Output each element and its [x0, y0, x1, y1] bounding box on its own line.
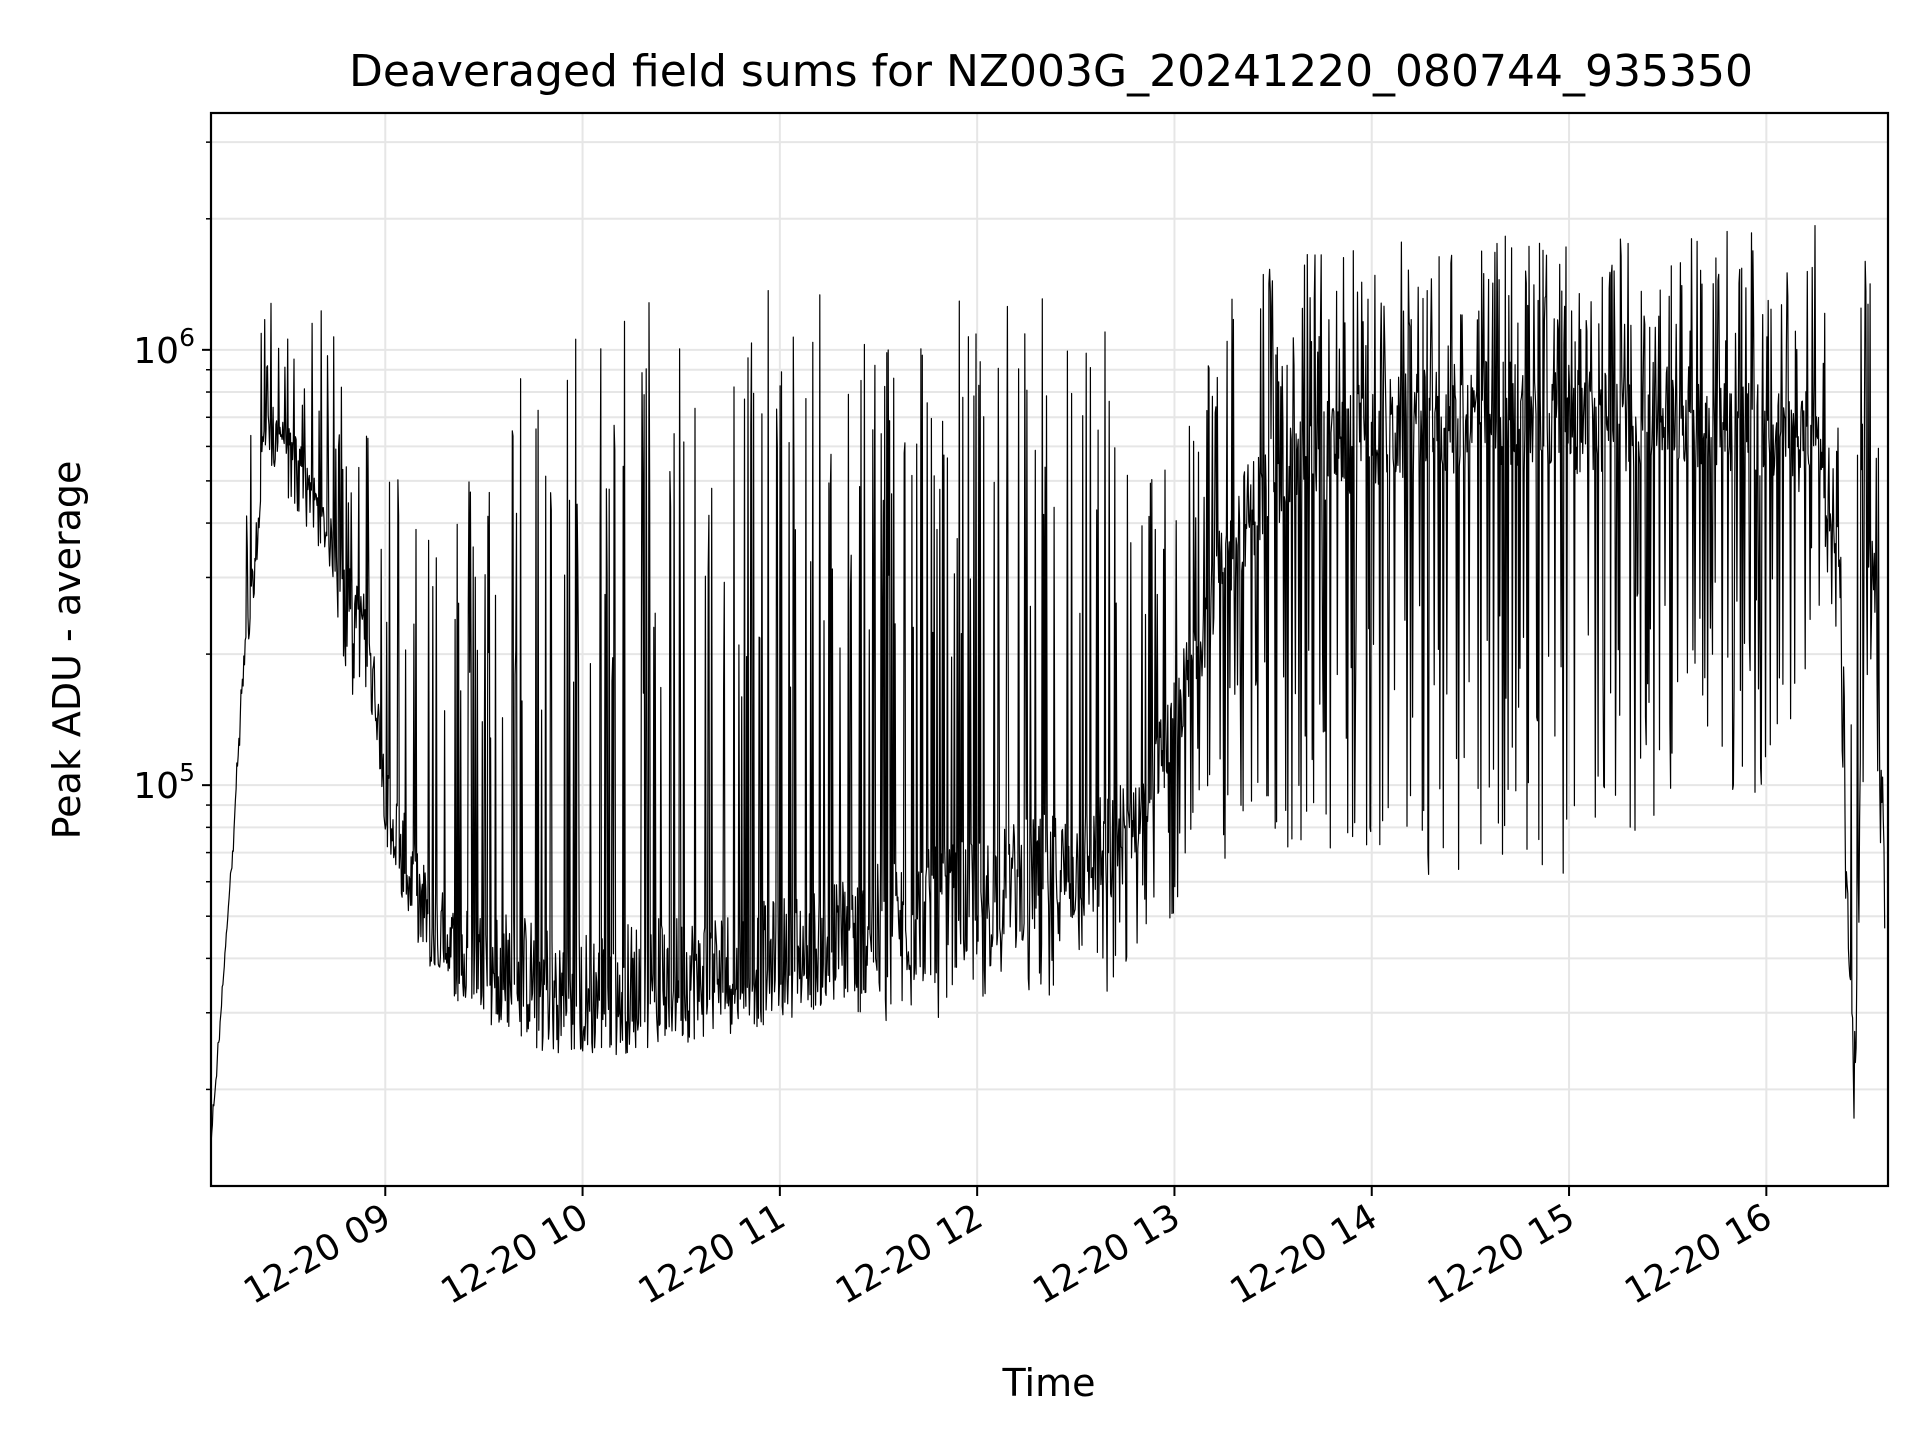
y-axis-label: Peak ADU - average: [45, 461, 89, 840]
series-group: [210, 225, 1886, 1145]
y-tick-label: 105: [133, 758, 195, 807]
y-tick-label: 106: [133, 323, 195, 372]
y-axis: 105 106: [133, 141, 211, 1091]
plot-area-frame: [209, 111, 1890, 1188]
series-line-0: [210, 225, 1886, 1145]
x-axis-label: Time: [1002, 1361, 1096, 1405]
chart-title: Deaveraged field sums for NZ003G_2024122…: [349, 46, 1753, 97]
